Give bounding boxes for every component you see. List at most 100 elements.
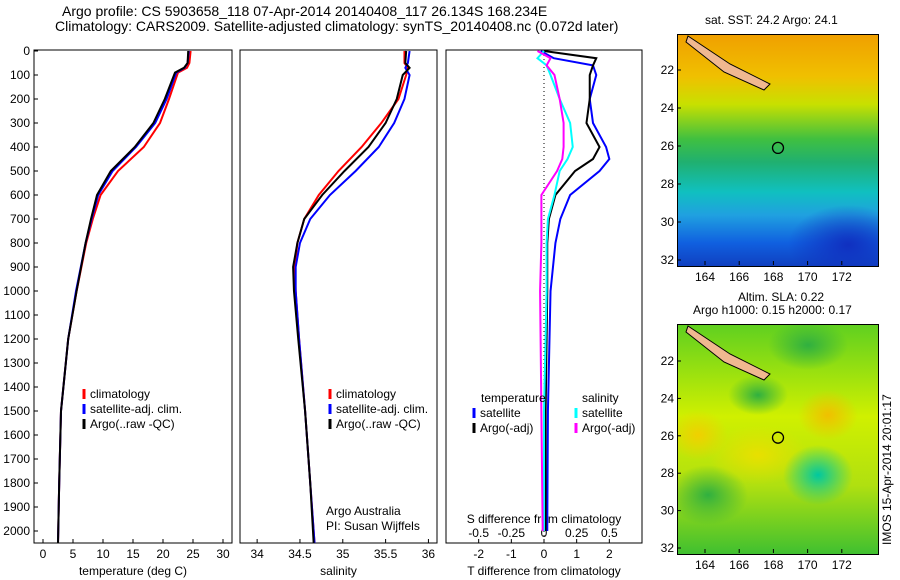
lat-label: -28 xyxy=(660,466,674,480)
legend-label: Argo(-adj) xyxy=(480,421,533,435)
lat-label: -24 xyxy=(660,391,674,405)
y-tick-label: 200 xyxy=(10,92,30,106)
legend-label: satellite xyxy=(582,406,623,420)
x-axis-label: salinity xyxy=(320,564,357,578)
x-tick-label: 34.5 xyxy=(288,547,312,561)
y-tick-label: 1500 xyxy=(3,404,30,418)
s-tick-label: 0.5 xyxy=(601,526,618,540)
annotation: Argo Australia xyxy=(326,504,401,518)
panel-1-frame xyxy=(33,49,233,544)
map2-title2: Argo h1000: 0.15 h2000: 0.17 xyxy=(693,303,852,317)
y-tick-label: 1900 xyxy=(3,500,30,514)
lat-label: -26 xyxy=(660,139,674,153)
y-tick-label: 1700 xyxy=(3,452,30,466)
x-tick-label: 0 xyxy=(541,547,548,561)
legend-label: satellite-adj. clim. xyxy=(336,402,428,416)
lon-label: 164 xyxy=(695,270,715,284)
lat-label: -24 xyxy=(660,101,674,115)
series-salinity-argo-adj- xyxy=(536,50,565,532)
y-tick-label: 1200 xyxy=(3,332,30,346)
map-overlays: -22 -24 -26 -28 -30 -32 164 166 168 170 172 -22 -24 -… xyxy=(660,35,852,572)
legend-label: Argo(..raw -QC) xyxy=(90,417,175,431)
y-tick-label: 1800 xyxy=(3,476,30,490)
series-climatology xyxy=(57,50,192,544)
argo-location-marker xyxy=(771,141,785,155)
y-tick-label: 300 xyxy=(10,116,30,130)
title-line1: Argo profile: CS 5903658_118 07-Apr-2014… xyxy=(62,3,548,19)
s-tick-label: -0.25 xyxy=(498,526,526,540)
legend-title: salinity xyxy=(582,391,619,405)
y-tick-label: 100 xyxy=(10,68,30,82)
x-tick-label: 10 xyxy=(96,547,110,561)
lon-label: 166 xyxy=(729,558,749,572)
legend-label: climatology xyxy=(336,387,396,401)
lat-label: -26 xyxy=(660,429,674,443)
y-tick-label: 1100 xyxy=(4,308,30,322)
lat-label: -28 xyxy=(660,177,674,191)
y-tick-label: 2000 xyxy=(3,524,30,538)
sla-map xyxy=(677,324,879,555)
lat-label: -30 xyxy=(660,215,674,229)
y-tick-label: 400 xyxy=(10,140,30,154)
series-salinity-satellite xyxy=(536,50,574,531)
legend-label: climatology xyxy=(90,387,150,401)
legend-label: Argo(..raw -QC) xyxy=(336,417,421,431)
lat-label: -22 xyxy=(660,354,674,368)
s-tick-label: 0 xyxy=(541,526,548,540)
x-tick-label: 36 xyxy=(422,547,436,561)
lat-label: -22 xyxy=(660,63,674,77)
map1-title: sat. SST: 24.2 Argo: 24.1 xyxy=(705,13,838,27)
x-tick-label: 20 xyxy=(156,547,170,561)
series-satellite-adj-clim- xyxy=(57,50,190,544)
x-tick-label: 35.5 xyxy=(374,547,398,561)
sst-map xyxy=(677,34,879,267)
s-tick-label: 0.25 xyxy=(565,526,589,540)
x-tick-label: 1 xyxy=(573,547,580,561)
series-argo-raw-qc- xyxy=(292,50,411,544)
lon-label: 168 xyxy=(763,270,783,284)
y-tick-label: 700 xyxy=(10,212,30,226)
y-tick-label: 800 xyxy=(10,236,30,250)
s-tick-label: -0.5 xyxy=(468,526,489,540)
x-tick-label: -1 xyxy=(506,547,517,561)
argo-location-marker xyxy=(771,431,785,444)
x-tick-label: 15 xyxy=(126,547,140,561)
lon-label: 166 xyxy=(729,270,749,284)
x-tick-label: 5 xyxy=(70,547,77,561)
lon-label: 172 xyxy=(832,270,852,284)
lon-label: 164 xyxy=(695,558,715,572)
annotation: PI: Susan Wijffels xyxy=(326,519,420,533)
x-tick-label: 35 xyxy=(336,547,350,561)
lat-label: -32 xyxy=(660,541,674,555)
y-tick-label: 1000 xyxy=(3,284,30,298)
imos-stamp: IMOS 15-Apr-2014 20:01:17 xyxy=(880,394,894,545)
series-argo-raw-qc- xyxy=(57,50,190,544)
panel-2-frame xyxy=(239,49,438,544)
y-tick-label: 500 xyxy=(10,164,30,178)
y-tick-label: 1300 xyxy=(3,356,30,370)
x-axis-label: temperature (deg C) xyxy=(79,564,187,578)
series-climatology xyxy=(293,51,409,544)
y-tick-label: 900 xyxy=(10,260,30,274)
x-tick-label: 2 xyxy=(606,547,613,561)
x-tick-label: 0 xyxy=(40,547,47,561)
x-tick-label: 34 xyxy=(250,547,264,561)
lat-label: -32 xyxy=(660,253,674,267)
lat-label: -30 xyxy=(660,504,674,518)
title-line2: Climatology: CARS2009. Satellite-adjuste… xyxy=(55,18,619,34)
x-tick-label: 25 xyxy=(186,547,200,561)
series-temperature-satellite xyxy=(540,50,611,532)
y-tick-label: 1400 xyxy=(3,380,30,394)
x-axis-label: T difference from climatology xyxy=(467,564,621,578)
legend-title: temperature xyxy=(481,391,546,405)
series-temperature-argo-adj- xyxy=(543,50,601,531)
new-caledonia-land xyxy=(685,35,771,91)
lon-label: 170 xyxy=(798,558,818,572)
new-caledonia-land xyxy=(685,325,771,381)
x-tick-label: -2 xyxy=(473,547,484,561)
lon-label: 172 xyxy=(832,558,852,572)
legend-label: satellite-adj. clim. xyxy=(90,402,182,416)
y-tick-label: 1600 xyxy=(3,428,30,442)
